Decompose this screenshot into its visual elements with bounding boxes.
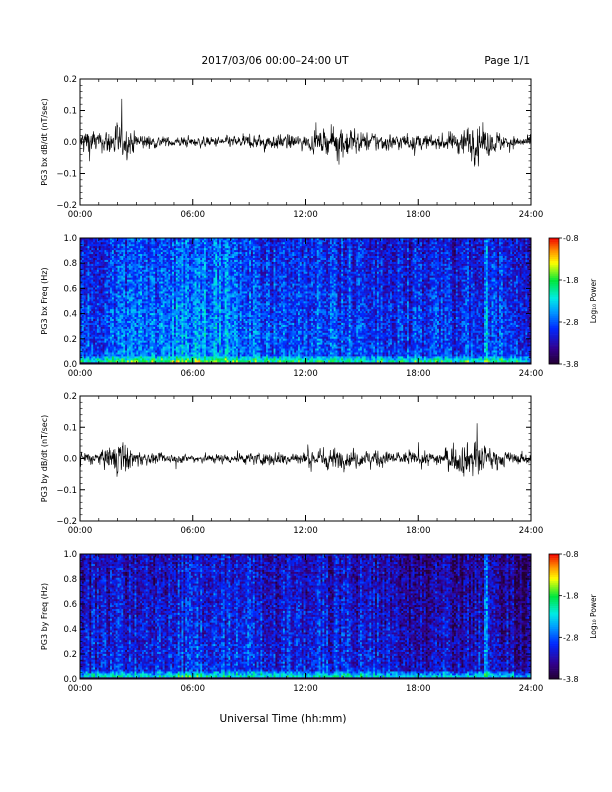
y-tick-label: 1.0 [63, 550, 77, 560]
x-tick-label: 00:00 [68, 210, 93, 220]
y-tick-label: 0.6 [63, 284, 77, 294]
spectrogram-cells [80, 238, 531, 364]
y-axis-label: PG3 by dB/dt (nT/sec) [40, 415, 49, 502]
x-tick-label: 24:00 [519, 369, 544, 379]
colorbar-label: Log₁₀ Power [589, 593, 598, 638]
y-axis-label: PG3 bx dB/dt (nT/sec) [40, 98, 49, 185]
y-tick-label: 0.4 [63, 625, 77, 635]
y-tick-label: 0.8 [63, 575, 77, 585]
colorbar-tick-label: -3.8 [563, 675, 579, 684]
y-tick-label: −0.2 [56, 517, 77, 527]
y-tick-label: 0.0 [63, 455, 77, 465]
x-tick-label: 12:00 [293, 369, 318, 379]
colorbar [549, 238, 559, 364]
x-tick-label: 24:00 [519, 526, 544, 536]
x-tick-label: 18:00 [406, 684, 431, 694]
x-tick-label: 12:00 [293, 684, 318, 694]
y-tick-label: 0.0 [63, 138, 77, 148]
colorbar-tick-label: -3.8 [563, 360, 579, 369]
x-tick-label: 06:00 [181, 369, 206, 379]
x-tick-label: 18:00 [406, 526, 431, 536]
panel-by-spectrogram: 00:00 06:00 12:00 18:00 24:00 1.0 0.8 0.6 0.4 0.2… [40, 550, 598, 694]
page-number: Page 1/1 [484, 55, 530, 67]
y-tick-label: 0.2 [63, 75, 77, 85]
y-tick-label: 0.4 [63, 310, 77, 320]
x-tick-label: 24:00 [519, 210, 544, 220]
y-axis-label: PG3 by Freq (Hz) [40, 583, 49, 650]
series-line [80, 99, 531, 167]
colorbar-label: Log₁₀ Power [589, 278, 598, 323]
y-tick-label: 0.2 [63, 335, 77, 345]
x-axis-label: Universal Time (hh:mm) [220, 713, 347, 725]
colorbar-tick-label: -1.8 [563, 592, 579, 601]
x-tick-label: 06:00 [181, 210, 206, 220]
x-tick-label: 12:00 [293, 526, 318, 536]
colorbar-tick-label: -1.8 [563, 276, 579, 285]
y-axis-label: PG3 bx Freq (Hz) [40, 267, 49, 334]
y-tick-label: 0.8 [63, 259, 77, 269]
series-line [80, 423, 531, 476]
x-tick-label: 00:00 [68, 369, 93, 379]
spectrogram-cells [80, 554, 531, 679]
y-tick-label: −0.2 [56, 201, 77, 211]
page-title: 2017/03/06 00:00–24:00 UT [201, 55, 349, 67]
panel-bx-timeseries: 00:00 06:00 12:00 18:00 24:00 0.2 0.1 0.0 −0.1 −0… [40, 75, 543, 220]
y-tick-label: −0.1 [56, 486, 77, 496]
figure: 2017/03/06 00:00–24:00 UT Page 1/1 00:00… [0, 0, 612, 792]
y-tick-label: 0.2 [63, 650, 77, 660]
colorbar-tick-label: -0.8 [563, 550, 579, 559]
x-tick-label: 00:00 [68, 526, 93, 536]
panel-by-timeseries: 00:00 06:00 12:00 18:00 24:00 0.2 0.1 0.0 −0.1 −0… [40, 392, 543, 536]
colorbar-tick-label: -2.8 [563, 318, 579, 327]
y-tick-label: 0.6 [63, 600, 77, 610]
y-tick-label: 0.0 [63, 675, 77, 685]
panel-bx-spectrogram: 00:00 06:00 12:00 18:00 24:00 1.0 0.8 0.6 0.4 0.2… [40, 234, 598, 379]
y-tick-label: 0.1 [63, 107, 77, 117]
y-tick-label: 0.2 [63, 392, 77, 402]
x-tick-label: 06:00 [181, 526, 206, 536]
x-tick-label: 18:00 [406, 210, 431, 220]
y-tick-label: −0.1 [56, 170, 77, 180]
colorbar [549, 554, 559, 679]
x-tick-label: 06:00 [181, 684, 206, 694]
x-tick-label: 00:00 [68, 684, 93, 694]
y-tick-label: 1.0 [63, 234, 77, 244]
colorbar-tick-label: -2.8 [563, 633, 579, 642]
colorbar-tick-label: -0.8 [563, 234, 579, 243]
x-tick-label: 12:00 [293, 210, 318, 220]
y-tick-label: 0.1 [63, 423, 77, 433]
y-tick-label: 0.0 [63, 360, 77, 370]
x-tick-label: 24:00 [519, 684, 544, 694]
x-tick-label: 18:00 [406, 369, 431, 379]
